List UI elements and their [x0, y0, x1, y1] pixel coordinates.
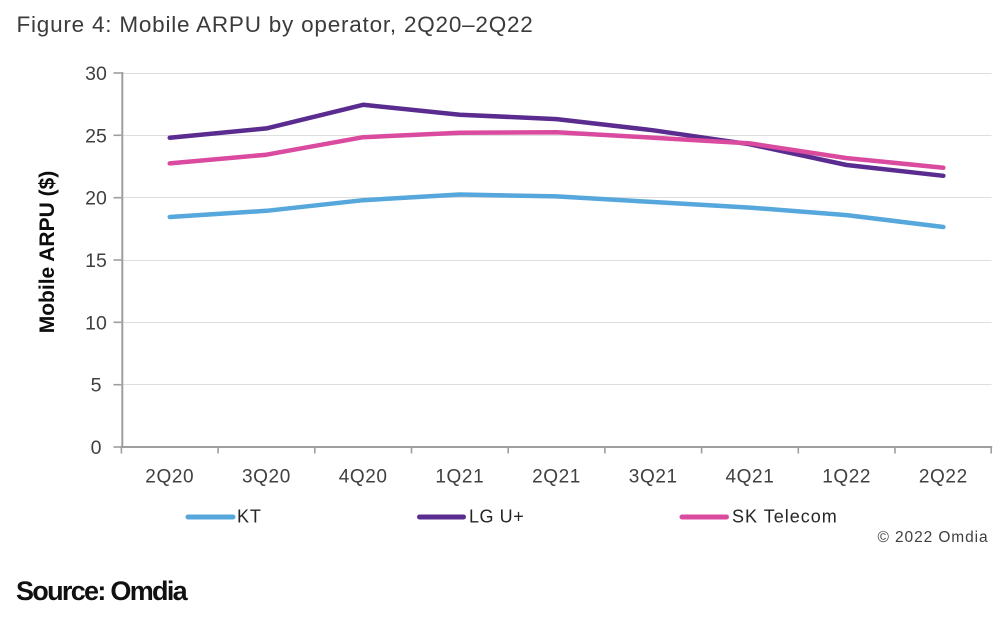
svg-text:2Q22: 2Q22	[919, 467, 968, 488]
svg-text:1Q21: 1Q21	[435, 467, 484, 488]
svg-text:SK Telecom: SK Telecom	[732, 507, 838, 527]
svg-text:15: 15	[85, 250, 107, 272]
svg-text:20: 20	[85, 188, 107, 210]
svg-text:3Q20: 3Q20	[242, 467, 291, 488]
svg-text:30: 30	[85, 63, 107, 85]
svg-text:4Q20: 4Q20	[339, 467, 388, 488]
svg-text:3Q21: 3Q21	[629, 467, 678, 488]
svg-text:Mobile ARPU ($): Mobile ARPU ($)	[36, 171, 59, 334]
svg-text:LG U+: LG U+	[469, 507, 524, 527]
svg-text:4Q21: 4Q21	[726, 467, 775, 488]
svg-text:2Q21: 2Q21	[532, 467, 581, 488]
svg-text:2Q20: 2Q20	[145, 467, 194, 488]
svg-text:10: 10	[85, 312, 107, 334]
svg-text:5: 5	[91, 375, 102, 397]
svg-text:Source: Omdia: Source: Omdia	[16, 576, 189, 606]
svg-text:Figure 4: Mobile ARPU by opera: Figure 4: Mobile ARPU by operator, 2Q20–…	[17, 12, 534, 37]
svg-text:0: 0	[91, 437, 102, 459]
svg-text:KT: KT	[237, 507, 262, 527]
svg-text:1Q22: 1Q22	[822, 467, 871, 488]
svg-text:25: 25	[85, 125, 107, 147]
svg-text:© 2022 Omdia: © 2022 Omdia	[878, 529, 989, 546]
